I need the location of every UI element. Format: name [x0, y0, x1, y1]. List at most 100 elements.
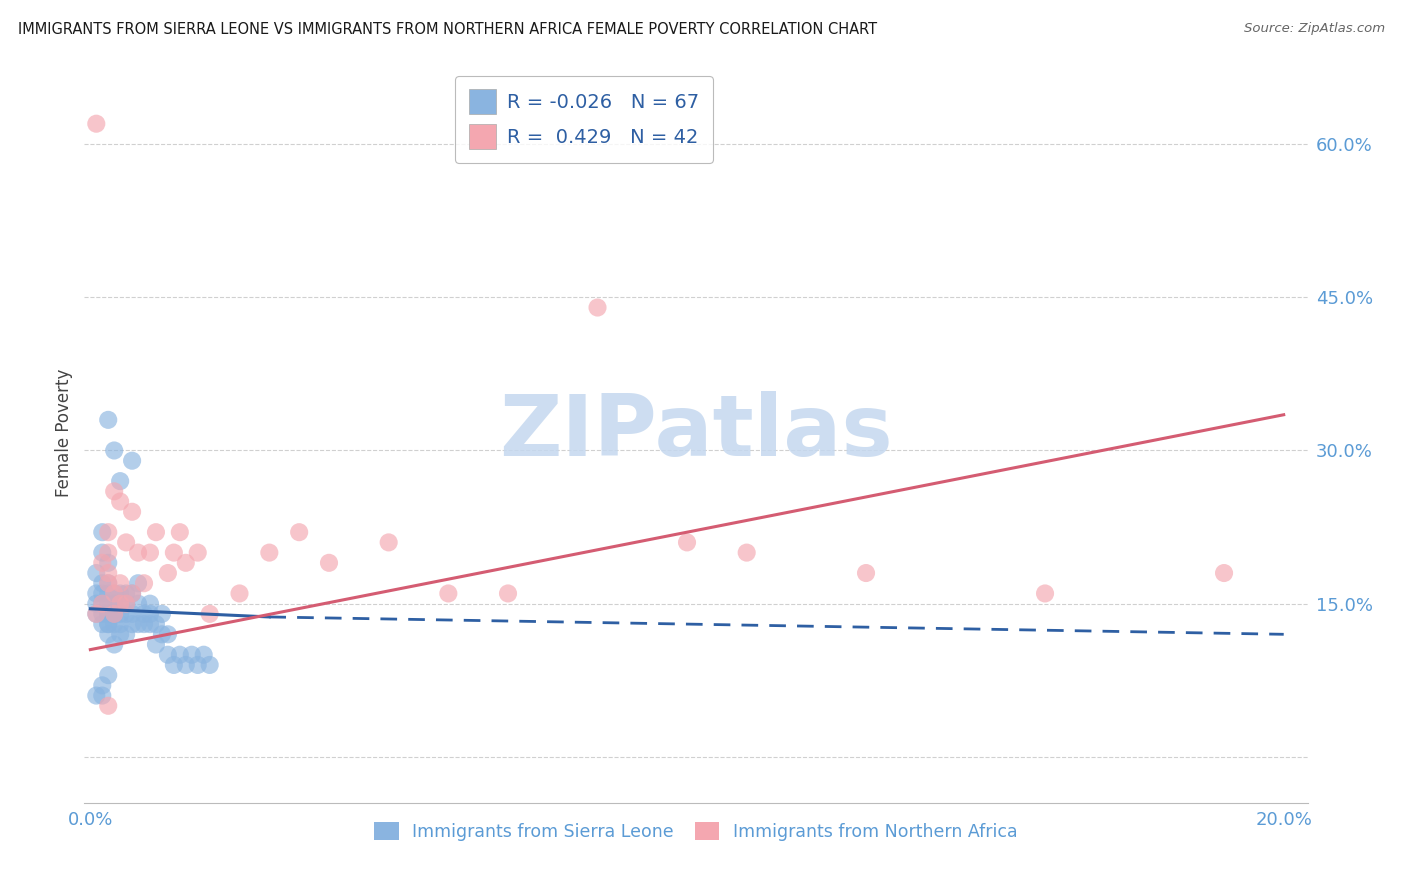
Point: [198, 657, 221, 672]
Point: [121, 617, 143, 632]
Point: [84, 597, 107, 611]
Point: [115, 607, 138, 621]
Point: [121, 505, 143, 519]
Point: [139, 617, 162, 632]
Point: [97, 546, 120, 560]
Point: [145, 525, 167, 540]
Point: [91, 525, 114, 540]
Point: [676, 535, 699, 549]
Point: [145, 617, 167, 632]
Text: Source: ZipAtlas.com: Source: ZipAtlas.com: [1244, 22, 1385, 36]
Point: [84, 607, 107, 621]
Point: [121, 453, 143, 467]
Point: [91, 586, 114, 600]
Point: [121, 586, 143, 600]
Point: [163, 546, 186, 560]
Point: [108, 474, 131, 488]
Point: [735, 546, 758, 560]
Point: [145, 638, 167, 652]
Point: [103, 607, 125, 621]
Point: [91, 689, 114, 703]
Point: [115, 535, 138, 549]
Point: [103, 443, 125, 458]
Point: [97, 556, 120, 570]
Point: [103, 586, 125, 600]
Point: [288, 525, 311, 540]
Point: [97, 413, 120, 427]
Point: [103, 607, 125, 621]
Point: [97, 617, 120, 632]
Point: [91, 607, 114, 621]
Point: [115, 597, 138, 611]
Point: [84, 117, 107, 131]
Point: [187, 657, 209, 672]
Point: [108, 597, 131, 611]
Point: [139, 597, 162, 611]
Point: [108, 494, 131, 508]
Point: [115, 586, 138, 600]
Point: [108, 607, 131, 621]
Point: [115, 627, 138, 641]
Point: [97, 668, 120, 682]
Point: [108, 586, 131, 600]
Point: [97, 617, 120, 632]
Point: [91, 556, 114, 570]
Point: [437, 586, 460, 600]
Point: [139, 546, 162, 560]
Point: [132, 607, 155, 621]
Text: ZIPatlas: ZIPatlas: [499, 391, 893, 475]
Point: [103, 484, 125, 499]
Point: [180, 648, 202, 662]
Point: [91, 576, 114, 591]
Point: [103, 617, 125, 632]
Point: [496, 586, 519, 600]
Point: [193, 648, 215, 662]
Point: [121, 607, 143, 621]
Point: [174, 657, 197, 672]
Point: [127, 576, 149, 591]
Point: [97, 576, 120, 591]
Point: [97, 576, 120, 591]
Point: [139, 607, 162, 621]
Legend: Immigrants from Sierra Leone, Immigrants from Northern Africa: Immigrants from Sierra Leone, Immigrants…: [366, 814, 1026, 850]
Point: [84, 607, 107, 621]
Point: [174, 556, 197, 570]
Point: [377, 535, 399, 549]
Point: [121, 586, 143, 600]
Point: [150, 627, 173, 641]
Point: [91, 546, 114, 560]
Point: [84, 689, 107, 703]
Point: [318, 556, 340, 570]
Point: [150, 607, 173, 621]
Point: [91, 597, 114, 611]
Point: [586, 301, 609, 315]
Point: [91, 597, 114, 611]
Point: [163, 657, 186, 672]
Point: [108, 627, 131, 641]
Point: [156, 627, 179, 641]
Point: [198, 607, 221, 621]
Point: [132, 576, 155, 591]
Point: [108, 576, 131, 591]
Point: [84, 586, 107, 600]
Point: [97, 607, 120, 621]
Point: [84, 566, 107, 580]
Point: [115, 597, 138, 611]
Point: [97, 525, 120, 540]
Point: [156, 566, 179, 580]
Point: [103, 638, 125, 652]
Y-axis label: Female Poverty: Female Poverty: [55, 368, 73, 497]
Point: [127, 597, 149, 611]
Point: [91, 678, 114, 692]
Point: [91, 617, 114, 632]
Point: [97, 698, 120, 713]
Point: [1033, 586, 1056, 600]
Point: [127, 546, 149, 560]
Point: [1213, 566, 1236, 580]
Point: [156, 648, 179, 662]
Point: [103, 597, 125, 611]
Point: [97, 566, 120, 580]
Point: [97, 607, 120, 621]
Point: [132, 617, 155, 632]
Point: [108, 597, 131, 611]
